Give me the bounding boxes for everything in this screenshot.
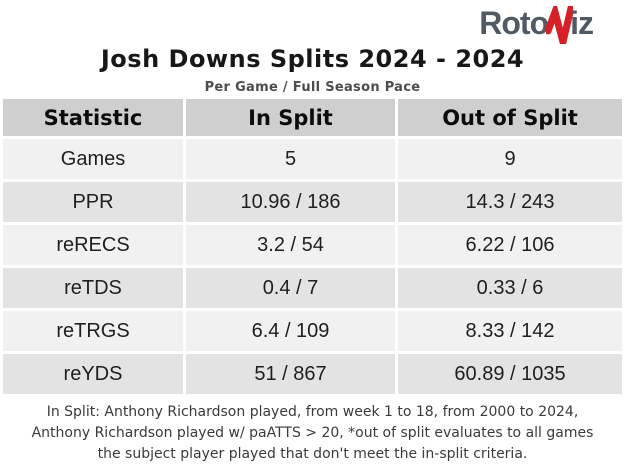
rotoviz-logo: Roto iz xyxy=(479,5,594,44)
out-of-split-value: 60.89 / 1035 xyxy=(398,354,622,394)
in-split-value: 0.4 / 7 xyxy=(186,268,395,308)
col-header-in-split: In Split xyxy=(186,99,395,136)
table-row-ppr: PPR 10.96 / 186 14.3 / 243 xyxy=(3,182,622,222)
col-header-statistic: Statistic xyxy=(3,99,183,136)
in-split-value: 10.96 / 186 xyxy=(186,182,395,222)
page-subtitle: Per Game / Full Season Pace xyxy=(204,80,421,95)
logo-text-roto: Roto xyxy=(479,5,549,41)
in-split-value: 51 / 867 xyxy=(186,354,395,394)
stat-label: PPR xyxy=(3,182,183,222)
out-of-split-value: 14.3 / 243 xyxy=(398,182,622,222)
out-of-split-value: 6.22 / 106 xyxy=(398,225,622,265)
footnote-line-2: Anthony Richardson played w/ paATTS > 20… xyxy=(31,425,594,441)
stat-label: reRECS xyxy=(3,225,183,265)
red-zigzag-v-icon xyxy=(546,6,574,44)
table-row-games: Games 5 9 xyxy=(3,139,622,179)
stat-label: Games xyxy=(3,139,183,179)
stat-label: reYDS xyxy=(3,354,183,394)
table-row-retds: reTDS 0.4 / 7 0.33 / 6 xyxy=(3,268,622,308)
in-split-value: 3.2 / 54 xyxy=(186,225,395,265)
logo-text-iz: iz xyxy=(570,5,594,41)
split-criteria-footnote: In Split: Anthony Richardson played, fro… xyxy=(0,402,625,465)
footnote-line-3: the subject player played that don't mee… xyxy=(97,446,528,462)
table-row-retrgs: reTRGS 6.4 / 109 8.33 / 142 xyxy=(3,311,622,351)
table-row-rerecs: reRECS 3.2 / 54 6.22 / 106 xyxy=(3,225,622,265)
in-split-value: 5 xyxy=(186,139,395,179)
splits-table: Statistic In Split Out of Split Games 5 … xyxy=(0,96,625,397)
page-title: Josh Downs Splits 2024 - 2024 xyxy=(100,45,525,73)
out-of-split-value: 9 xyxy=(398,139,622,179)
footnote-line-1: In Split: Anthony Richardson played, fro… xyxy=(46,404,579,420)
in-split-value: 6.4 / 109 xyxy=(186,311,395,351)
out-of-split-value: 8.33 / 142 xyxy=(398,311,622,351)
col-header-out-of-split: Out of Split xyxy=(398,99,622,136)
out-of-split-value: 0.33 / 6 xyxy=(398,268,622,308)
table-row-reyds: reYDS 51 / 867 60.89 / 1035 xyxy=(3,354,622,394)
table-header-row: Statistic In Split Out of Split xyxy=(3,99,622,136)
stat-label: reTDS xyxy=(3,268,183,308)
stat-label: reTRGS xyxy=(3,311,183,351)
